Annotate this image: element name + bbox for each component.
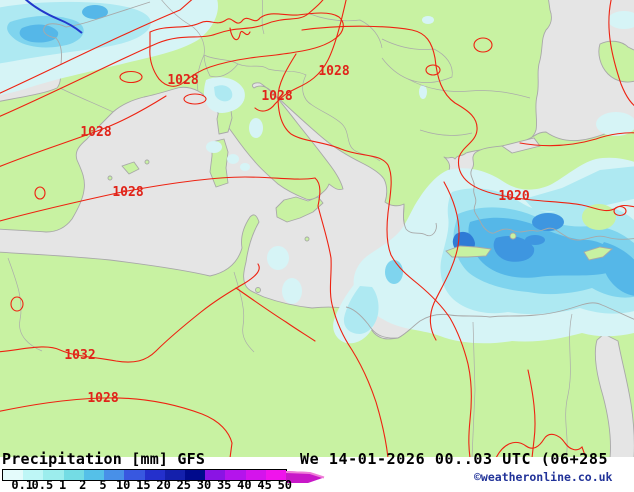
colorbar-tick-label: 0.5 <box>31 478 54 492</box>
isobar-label: 1032 <box>64 348 95 363</box>
sea-marmara <box>500 137 541 154</box>
isobar-layer <box>0 0 634 457</box>
precip-very-intense <box>493 213 564 262</box>
isobar-label: 1028 <box>167 73 198 88</box>
colorbar-cell <box>23 470 44 480</box>
colorbar-tick-label: 30 <box>196 478 212 492</box>
isobar-labels: 1028 1028 1028 1028 1028 1020 1032 1028 <box>64 64 529 406</box>
coastline-overlay <box>43 1 634 339</box>
colorbar-tick-label: 1 <box>58 478 67 492</box>
copyright-link[interactable]: ©weatheronline.co.uk <box>474 470 613 484</box>
legend-bar: Precipitation [mm] GFS We 14-01-2026 00.… <box>0 450 634 492</box>
isobar-label: 1028 <box>318 64 349 79</box>
colorbar-cells <box>2 469 287 481</box>
map-canvas: 1028 1028 1028 1028 1028 1020 1032 1028 <box>0 0 634 457</box>
colorbar-tick-label: 50 <box>277 478 293 492</box>
isobar-label: 1028 <box>261 89 292 104</box>
overflow-arrow-edge <box>285 471 325 479</box>
island-ibiza <box>107 175 113 181</box>
sea-red-sea <box>594 333 634 457</box>
isobar-label: 1028 <box>87 391 118 406</box>
colorbar-cell <box>144 470 165 480</box>
colorbar-tick-label: 0.1 <box>11 478 34 492</box>
island-djerba <box>255 287 261 293</box>
isobar-label: 1020 <box>498 189 529 204</box>
isobar-label: 1028 <box>80 125 111 140</box>
island-mallorca <box>121 161 140 175</box>
colorbar-tick-label: 40 <box>237 478 252 492</box>
colorbar-tick-label: 45 <box>257 478 272 492</box>
colorbar-tick-label: 25 <box>176 478 192 492</box>
colorbar-cell <box>63 470 84 480</box>
colorbar-cell <box>205 470 226 480</box>
colorbar-cell <box>225 470 246 480</box>
colorbar-cell <box>43 470 64 480</box>
river-nile <box>565 313 573 457</box>
colorbar-tick-label: 35 <box>216 478 232 492</box>
forecast-datetime: We 14-01-2026 00..03 UTC (06+285 <box>300 450 609 468</box>
colorbar-cell <box>265 470 287 480</box>
colorbar-cell <box>164 470 185 480</box>
isobar-label: 1028 <box>112 185 143 200</box>
taurus-dry-patch <box>582 204 616 230</box>
water-overlays <box>500 137 634 457</box>
island-menorca <box>144 159 150 165</box>
island-cyprus <box>583 246 614 261</box>
map-title: Precipitation [mm] GFS <box>2 450 206 468</box>
colorbar-ticks: 0.1 0.5 1 2 5 10 15 20 25 30 35 40 45 50 <box>0 478 360 492</box>
colorbar-cell <box>245 470 266 480</box>
colorbar-tick-label: 2 <box>79 478 87 492</box>
colorbar-cell <box>3 470 24 480</box>
front-line <box>24 0 83 34</box>
colorbar-cell <box>104 470 125 480</box>
colorbar-cell <box>83 470 105 480</box>
island-malta <box>304 236 310 242</box>
colorbar-cell <box>184 470 206 480</box>
overflow-arrow-shape <box>286 471 324 483</box>
island-crimea <box>598 40 634 83</box>
colorbar-tick-label: 10 <box>115 478 131 492</box>
colorbar-cell <box>124 470 145 480</box>
precip-intense <box>19 5 634 296</box>
colorbar-tick-label: 15 <box>136 478 151 492</box>
colorbar-overflow-arrow <box>285 468 331 483</box>
island-rhodes <box>509 232 517 240</box>
colorbar-tick-label: 5 <box>99 478 107 492</box>
forecast-map: 1028 1028 1028 1028 1028 1020 1032 1028 <box>0 0 634 457</box>
island-sicily <box>275 196 324 223</box>
colorbar-tick-label: 20 <box>156 478 171 492</box>
